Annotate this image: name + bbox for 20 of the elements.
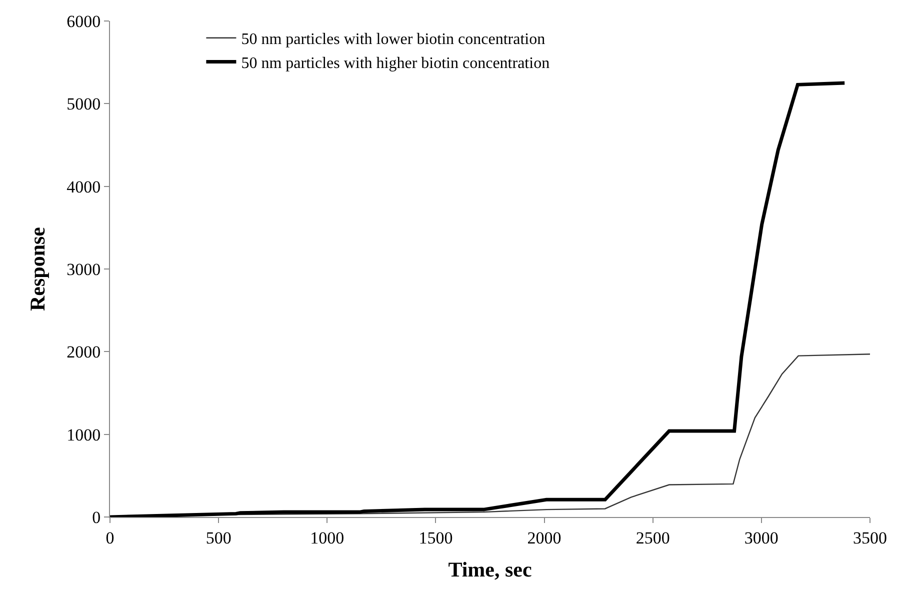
x-tick-label: 1500 (418, 528, 453, 548)
x-tick-label: 2000 (527, 528, 562, 548)
y-tick-label: 0 (92, 508, 101, 527)
y-tick-label: 3000 (66, 260, 101, 279)
line-series (110, 81, 846, 517)
legend-label: 50 nm particles with higher biotin concentration (241, 54, 550, 72)
y-tick-label: 2000 (66, 342, 101, 362)
x-tick-label: 3500 (853, 528, 887, 548)
y-tick-label: 5000 (66, 94, 101, 114)
y-tick-label: 1000 (66, 425, 101, 444)
x-tick-label: 1000 (310, 528, 344, 548)
x-tick-label: 2500 (636, 528, 670, 548)
x-axis-title: Time, sec (448, 558, 532, 582)
y-tick-label: 6000 (66, 12, 101, 31)
y-axis-title: Response (26, 226, 50, 312)
x-tick-label: 500 (206, 528, 232, 548)
y-tick-label: 4000 (66, 177, 101, 196)
legend-label: 50 nm particles with lower biotin concentration (241, 31, 546, 48)
x-tick-label: 0 (106, 528, 114, 548)
x-tick-label: 3000 (744, 528, 778, 548)
